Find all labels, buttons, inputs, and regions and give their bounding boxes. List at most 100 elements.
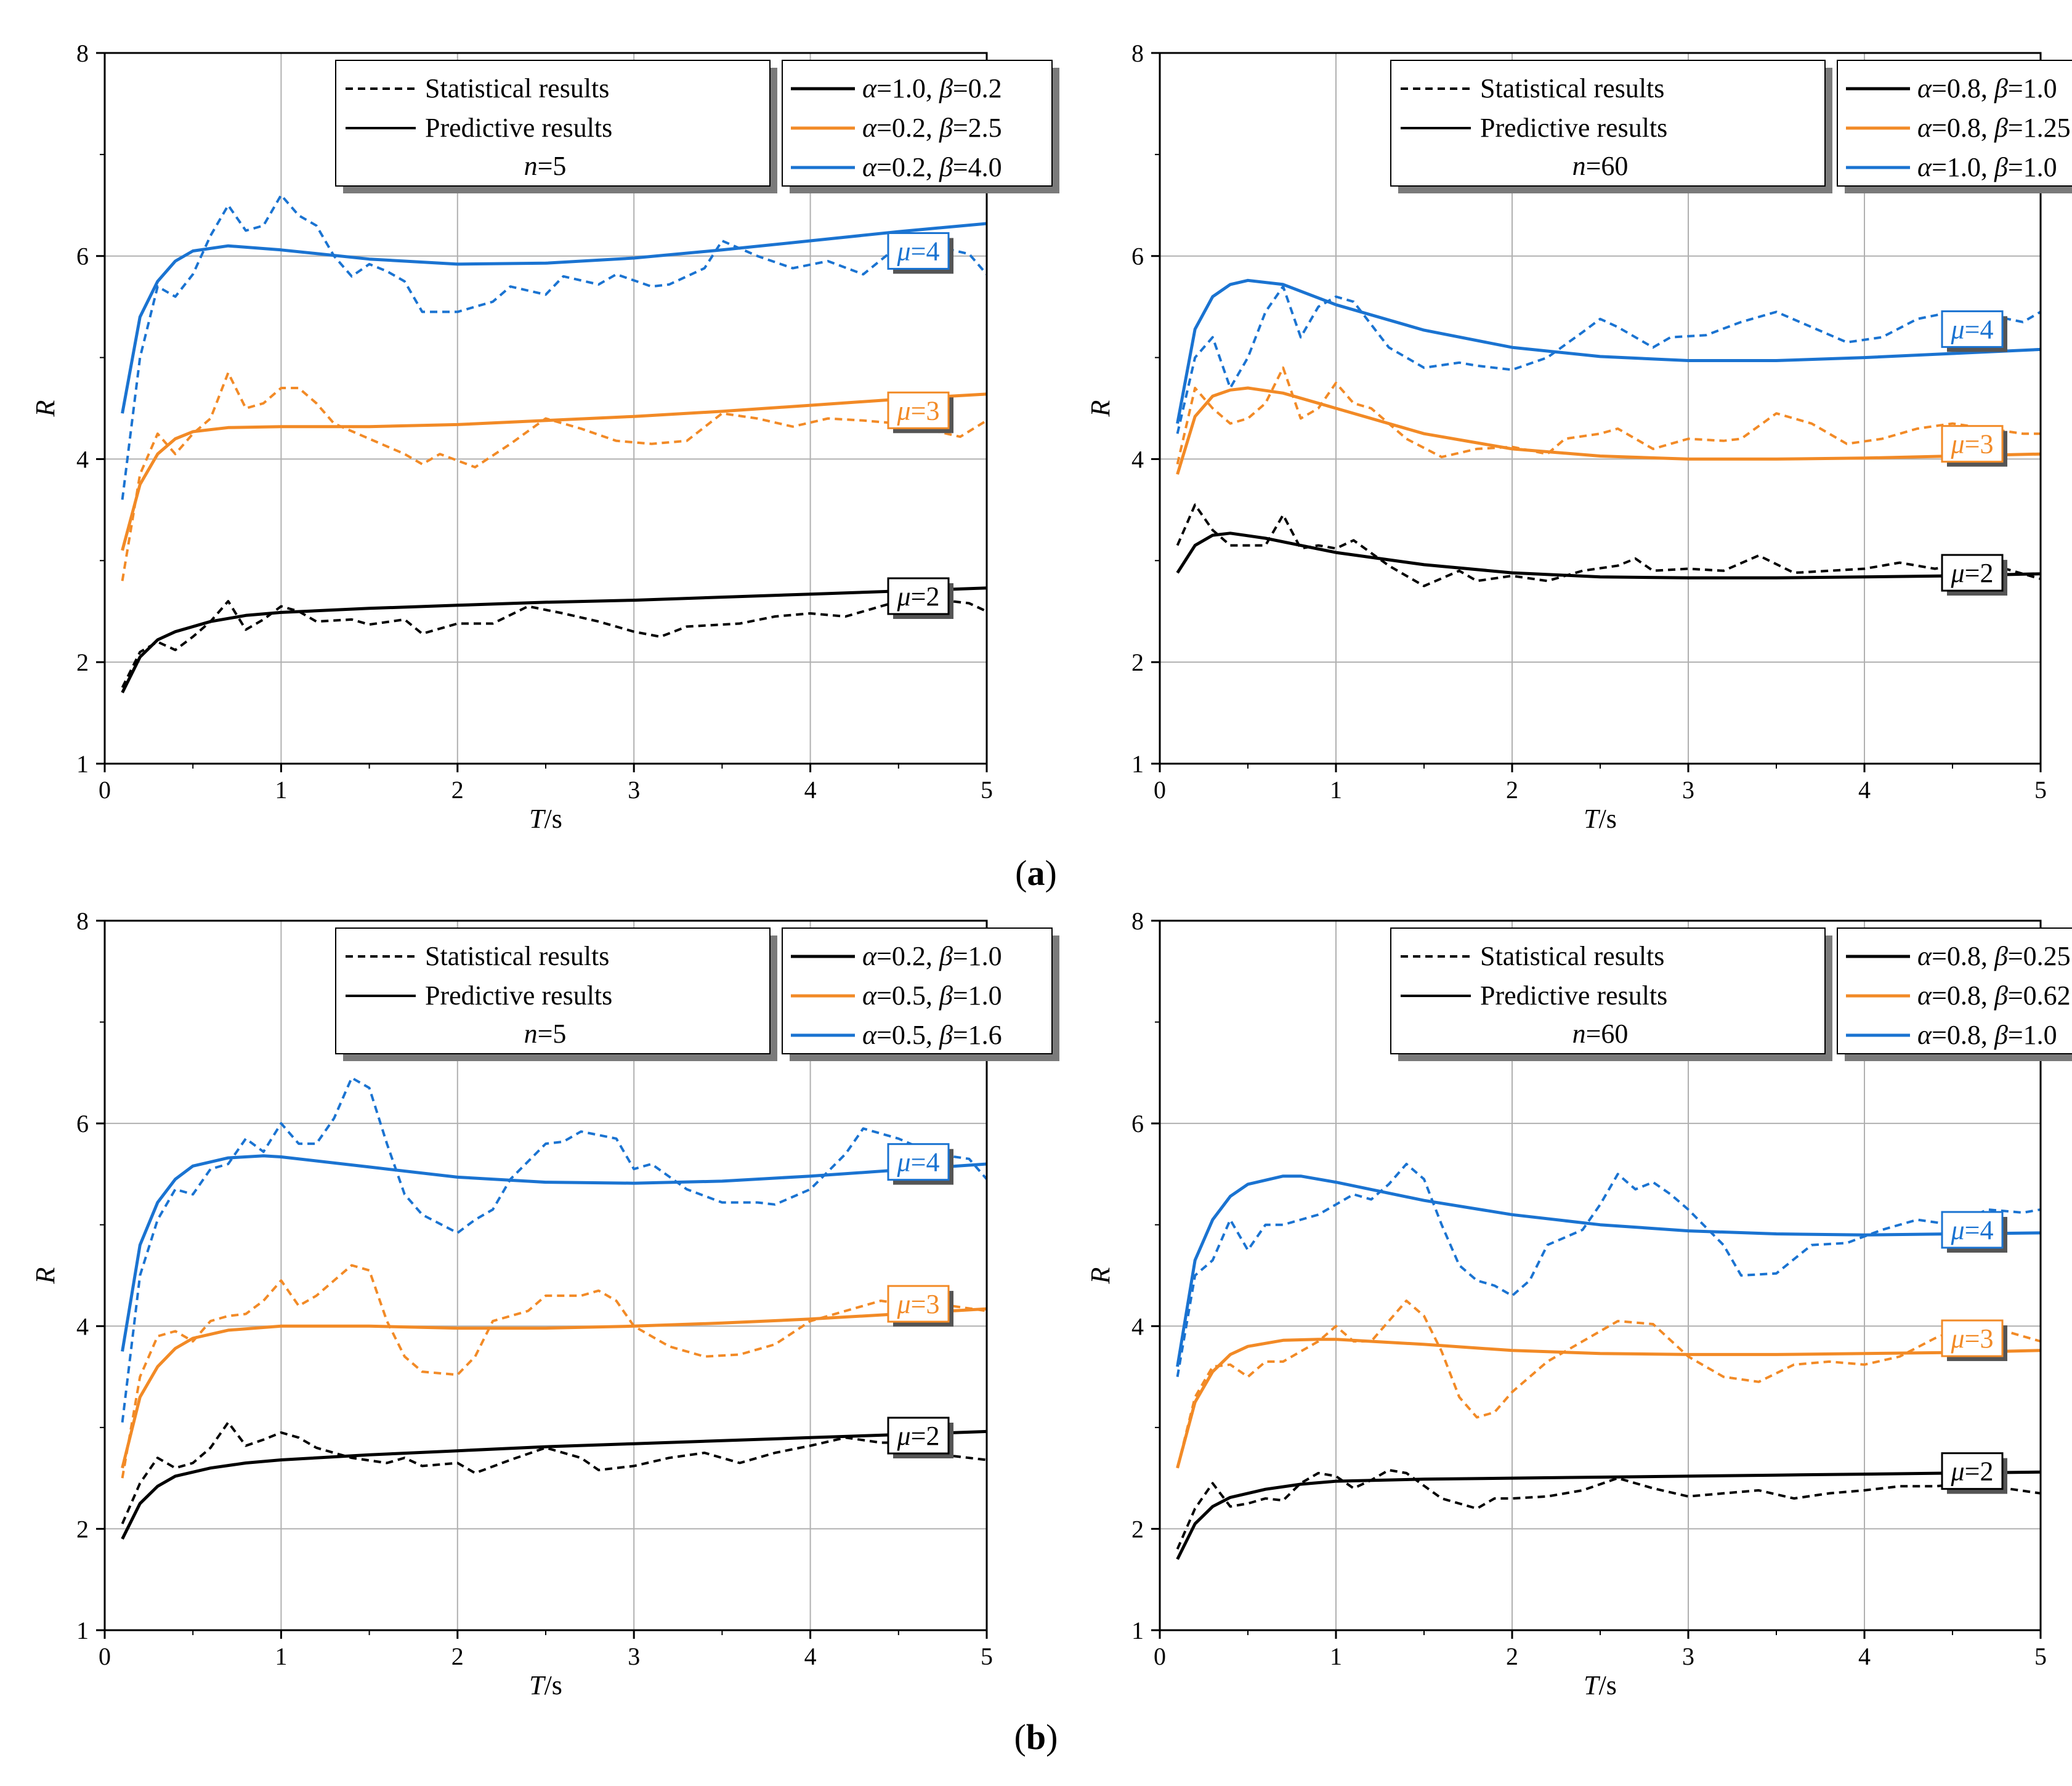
legend-n-symbol: n: [524, 1019, 538, 1049]
caption-a-letter: a: [1027, 853, 1045, 893]
beta-value: =2.5: [953, 113, 1002, 143]
predictive-line-mu3: [1176, 1338, 2041, 1469]
legend-n-symbol: n: [1572, 1019, 1586, 1049]
x-tick-label: 4: [804, 1643, 817, 1670]
legend-styles: [335, 60, 771, 187]
alpha-value: =0.2,: [876, 941, 939, 971]
beta-symbol: β: [939, 73, 953, 103]
mu-label-mu4: μ=4: [897, 236, 940, 266]
legend-param-label: α=0.8, β=0.625: [1917, 980, 2072, 1011]
mu-symbol: μ: [897, 1421, 911, 1451]
alpha-symbol: α: [1917, 941, 1932, 971]
beta-value: =0.625: [2008, 980, 2072, 1011]
mu-label-box: [887, 391, 950, 429]
mu-label-mu3: μ=3: [1951, 1323, 1994, 1354]
y-tick-label: 1: [76, 750, 89, 778]
legend-param-label: α=0.8, β=1.25: [1917, 113, 2071, 143]
mu-label-box: [887, 1143, 950, 1181]
legend-statistical-label: Statistical results: [425, 941, 609, 971]
x-tick-label: 3: [628, 1643, 640, 1670]
x-tick-label: 1: [1330, 1643, 1342, 1670]
x-axis-label-symbol: T: [529, 804, 546, 834]
beta-value: =1.25: [2008, 113, 2071, 143]
alpha-symbol: α: [1917, 980, 1932, 1011]
beta-symbol: β: [1994, 941, 2008, 971]
legend-params: [782, 927, 1053, 1054]
legend-params: [782, 60, 1053, 187]
legend-statistical-label: Statistical results: [425, 73, 609, 103]
alpha-value: =1.0,: [1932, 152, 1994, 182]
x-tick-label: 3: [1682, 1643, 1694, 1670]
legend-params: [1837, 927, 2072, 1054]
beta-symbol: β: [939, 980, 953, 1011]
mu-symbol: μ: [1951, 429, 1965, 459]
mu-value: =4: [1965, 1215, 1994, 1245]
statistical-line-mu2: [121, 1421, 987, 1524]
x-tick-label: 5: [2034, 1643, 2047, 1670]
x-axis-label-unit: /s: [544, 804, 562, 834]
mu-label-box: [887, 1285, 950, 1323]
legend-param-label: α=0.5, β=1.0: [862, 980, 1002, 1011]
x-tick-label: 5: [2034, 776, 2047, 804]
y-tick-label: 4: [1131, 445, 1144, 473]
alpha-symbol: α: [1917, 113, 1932, 143]
x-axis-label-unit: /s: [1599, 1670, 1617, 1700]
y-tick-label: 8: [76, 39, 89, 67]
statistical-line-mu3: [1176, 1299, 2041, 1469]
beta-value: =1.0: [953, 980, 1002, 1011]
legend-predictive-label: Predictive results: [1480, 113, 1667, 143]
x-axis-label-symbol: T: [1584, 1670, 1601, 1700]
x-tick-label: 2: [451, 776, 464, 804]
beta-symbol: β: [939, 1020, 953, 1050]
mu-value: =4: [911, 236, 940, 266]
x-axis-label: T/s: [529, 1670, 562, 1700]
mu-label-mu3: μ=3: [897, 395, 940, 426]
y-tick-label: 6: [1131, 1110, 1144, 1137]
mu-symbol: μ: [897, 1289, 911, 1319]
mu-value: =2: [911, 1421, 940, 1451]
mu-value: =4: [911, 1147, 940, 1178]
beta-symbol: β: [939, 941, 953, 971]
legend-param-label: α=0.8, β=1.0: [1917, 73, 2057, 103]
alpha-symbol: α: [862, 941, 877, 971]
legend-n-symbol: n: [524, 151, 538, 181]
mu-symbol: μ: [897, 395, 911, 426]
alpha-value: =0.8,: [1932, 941, 1994, 971]
legend-params: [1837, 60, 2072, 187]
mu-label-box: [1941, 1211, 2004, 1249]
legend-param-label: α=1.0, β=0.2: [862, 73, 1002, 103]
alpha-value: =0.5,: [876, 1020, 939, 1050]
statistical-line-mu3: [1176, 366, 2041, 465]
mu-label-box: [1941, 554, 2004, 592]
mu-label-box: [887, 232, 950, 270]
mu-value: =2: [1965, 558, 1994, 588]
y-tick-label: 6: [76, 1110, 89, 1137]
mu-label-box: [1941, 1452, 2004, 1490]
x-tick-label: 4: [804, 776, 817, 804]
x-axis-label: T/s: [1584, 804, 1617, 834]
legend-styles: [335, 927, 771, 1054]
legend-n-label: n=60: [1572, 1019, 1629, 1049]
x-axis-label-symbol: T: [529, 1670, 546, 1700]
beta-value: =1.0: [2008, 1020, 2057, 1050]
x-axis-label-unit: /s: [1599, 804, 1617, 834]
y-tick-label: 8: [76, 907, 89, 935]
mu-label-box: [1941, 310, 2004, 348]
x-tick-label: 0: [1154, 1643, 1166, 1670]
x-tick-label: 2: [1506, 776, 1518, 804]
x-tick-label: 1: [1330, 776, 1342, 804]
legend-statistical-label: Statistical results: [1480, 941, 1664, 971]
x-axis-label-symbol: T: [1584, 804, 1601, 834]
x-tick-label: 0: [99, 776, 111, 804]
y-tick-label: 2: [1131, 1515, 1144, 1543]
mu-label-box: [1941, 425, 2004, 463]
caption-b-letter: b: [1026, 1717, 1046, 1757]
alpha-value: =0.8,: [1932, 73, 1994, 103]
x-tick-label: 2: [451, 1643, 464, 1670]
